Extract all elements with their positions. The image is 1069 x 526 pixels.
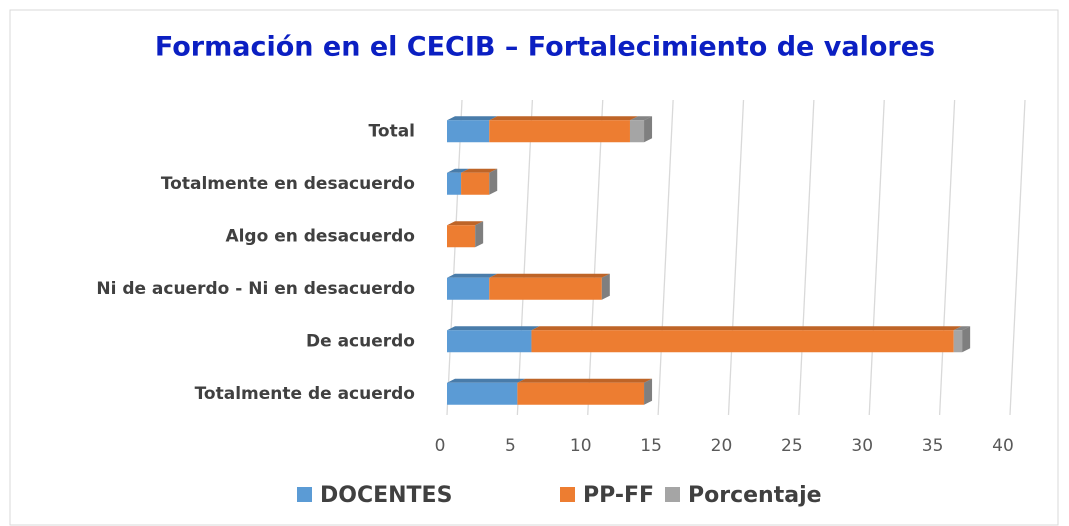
bar-top (531, 326, 962, 331)
legend-label: PP-FF (583, 483, 654, 508)
y-tick-label: Totalmente en desacuerdo (161, 174, 415, 194)
bar-top (447, 221, 484, 226)
x-tick-label: 5 (505, 436, 516, 456)
grid-line (868, 99, 885, 416)
grid-line (657, 99, 674, 416)
bar-top (447, 378, 526, 383)
bar (489, 120, 630, 143)
bar (461, 172, 490, 195)
bar (447, 382, 518, 405)
legend-swatch (665, 487, 680, 502)
bar-side (962, 326, 971, 353)
bar (517, 382, 645, 405)
chart-title: Formación en el CECIB – Fortalecimiento … (155, 32, 935, 63)
bar-top (517, 378, 653, 383)
legend-swatch (560, 487, 575, 502)
x-tick-label: 20 (711, 436, 733, 456)
bar (629, 120, 645, 143)
x-tick-label: 0 (435, 436, 446, 456)
x-tick-label: 30 (851, 436, 873, 456)
x-tick-label: 35 (922, 436, 944, 456)
grid-line (798, 99, 815, 416)
grid-line (1009, 99, 1026, 416)
legend-swatch (297, 487, 312, 502)
legend-label: Porcentaje (688, 483, 822, 508)
bar-top (489, 273, 610, 278)
y-tick-label: Totalmente de acuerdo (195, 384, 415, 404)
chart-frame (9, 9, 1059, 526)
bar-side (644, 116, 653, 143)
bar (447, 225, 476, 248)
bar (531, 330, 954, 353)
legend-label: DOCENTES (320, 483, 452, 508)
bar-side (601, 273, 610, 300)
bar-top (447, 326, 540, 331)
x-tick-label: 15 (640, 436, 662, 456)
bar-top (447, 116, 498, 121)
bar-top (447, 168, 470, 173)
bar (447, 277, 490, 300)
grid-line (587, 99, 604, 416)
y-tick-label: De acuerdo (306, 331, 415, 351)
grid-line (446, 99, 463, 416)
bar-top (461, 168, 498, 173)
bar-side (475, 221, 484, 248)
grid-line (727, 99, 745, 416)
bar-side (489, 168, 498, 195)
bar (489, 277, 602, 300)
bar (953, 330, 963, 353)
x-tick-label: 40 (992, 436, 1014, 456)
bar (447, 120, 490, 143)
bar-top (447, 273, 498, 278)
y-tick-label: Total (369, 121, 415, 141)
y-tick-label: Algo en desacuerdo (225, 226, 415, 246)
grid-line (938, 99, 956, 416)
x-tick-label: 10 (570, 436, 592, 456)
y-tick-label: Ni de acuerdo - Ni en desacuerdo (96, 279, 415, 299)
bar-top (953, 326, 971, 331)
bar (447, 172, 462, 195)
bar-side (644, 378, 653, 405)
grid-line (516, 99, 534, 416)
bar (447, 330, 532, 353)
x-tick-label: 25 (781, 436, 803, 456)
bar-top (489, 116, 638, 121)
bar-top (629, 116, 653, 121)
